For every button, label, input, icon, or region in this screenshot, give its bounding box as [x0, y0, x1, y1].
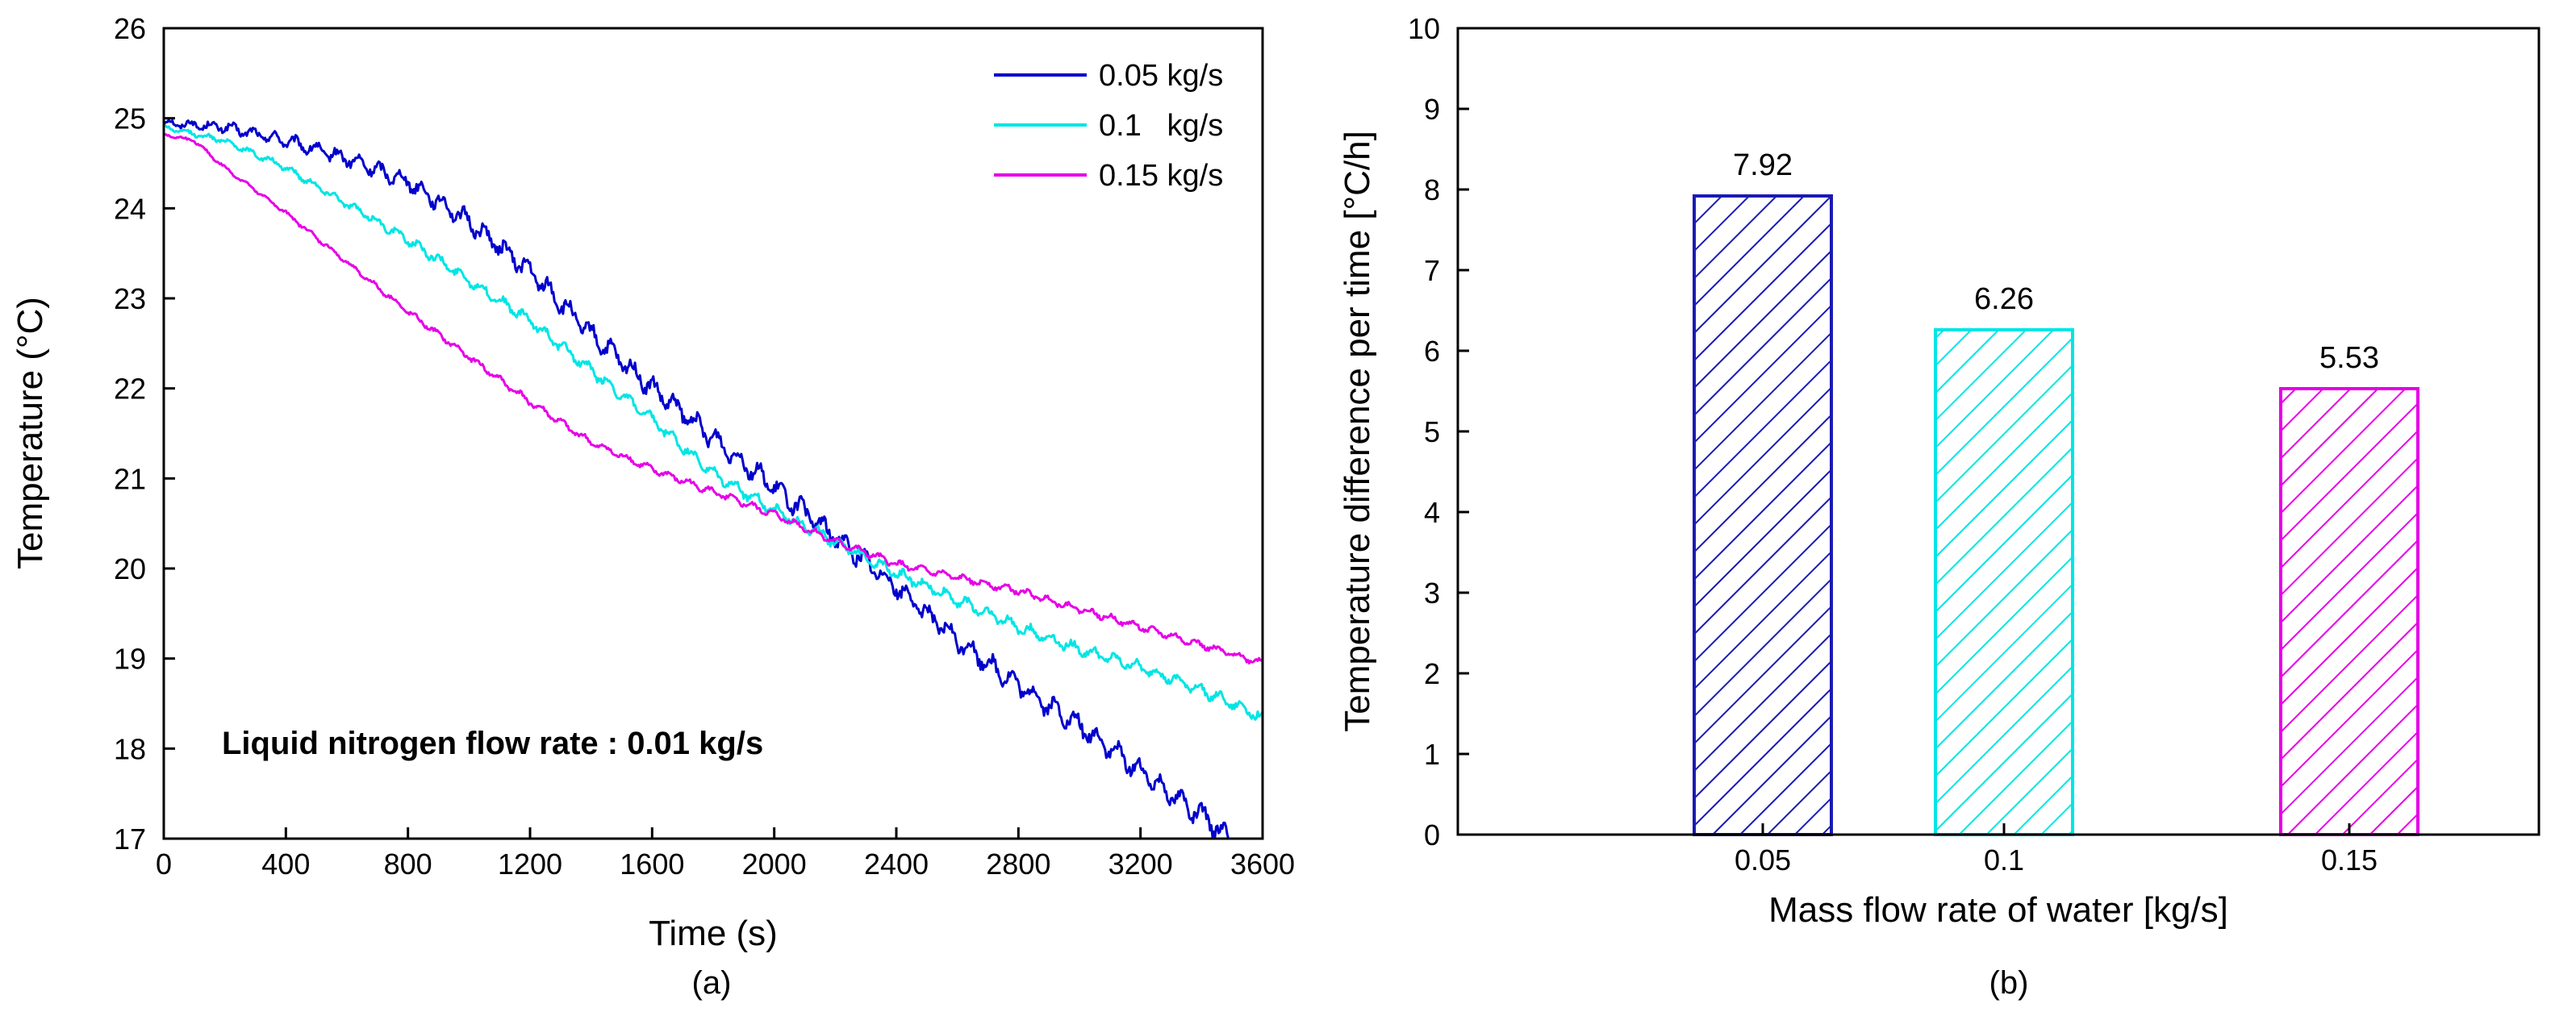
bar-2 — [2279, 387, 2419, 836]
bar-chart-ticks: 0 1 2 3 4 5 6 7 8 9 10 0.05 0.1 0.15 — [1408, 12, 2378, 877]
bar-category-label: 0.05 — [1735, 843, 1791, 877]
x-tick-label: 3200 — [1108, 847, 1173, 881]
line-series-group — [163, 119, 1264, 840]
y-tick-label: 17 — [114, 823, 146, 856]
bar-y-tick-label: 7 — [1424, 254, 1440, 287]
bar-y-tick-label: 0 — [1424, 818, 1440, 852]
bar-value-label: 7.92 — [1733, 148, 1793, 182]
line-series-1 — [163, 123, 1264, 721]
line-series-0 — [163, 119, 1233, 840]
y-tick-label: 22 — [114, 373, 146, 406]
line-chart-x-axis-label: Time (s) — [649, 914, 778, 953]
y-tick-label: 20 — [114, 552, 146, 585]
bar-y-tick-label: 9 — [1424, 93, 1440, 126]
line-chart-annotation: Liquid nitrogen flow rate : 0.01 kg/s — [222, 726, 763, 761]
bar-y-tick-label: 10 — [1408, 12, 1440, 45]
bar-y-tick-label: 8 — [1424, 173, 1440, 206]
bar-0 — [1693, 194, 1833, 836]
panel-label-b: (b) — [1989, 965, 2029, 1001]
bar-y-tick-label: 3 — [1424, 577, 1440, 610]
x-tick-label: 1600 — [620, 847, 684, 881]
line-chart-panel: 0 400 800 1200 1600 2000 2400 2800 3200 3600 17 18 1… — [10, 12, 1295, 1001]
y-tick-label: 18 — [114, 732, 146, 765]
bar-chart-panel: 7.92 6.26 5.53 0 1 2 3 4 5 6 7 8 9 10 0.05 0.1 0.15 Mas… — [1338, 12, 2541, 1001]
x-tick-label: 800 — [384, 847, 432, 881]
legend-label-0: 0.05 kg/s — [1099, 59, 1223, 93]
legend-label-2: 0.15 kg/s — [1099, 159, 1223, 193]
x-tick-label: 0 — [156, 847, 172, 881]
legend-label-1: 0.1 kg/s — [1099, 109, 1223, 143]
panel-label-a: (a) — [692, 965, 732, 1001]
bar-1 — [1934, 328, 2074, 836]
x-tick-label: 2000 — [742, 847, 807, 881]
bar-y-tick-label: 6 — [1424, 335, 1440, 368]
y-tick-label: 23 — [114, 282, 146, 315]
bar-chart-plot-frame — [1456, 27, 2541, 836]
bar-y-tick-label: 2 — [1424, 657, 1440, 690]
x-tick-label: 1200 — [498, 847, 562, 881]
bar-value-label: 5.53 — [2319, 341, 2379, 375]
bar-y-tick-label: 1 — [1424, 738, 1440, 771]
x-tick-label: 3600 — [1230, 847, 1295, 881]
y-tick-label: 25 — [114, 102, 146, 135]
bar-chart-x-axis-label: Mass flow rate of water [kg/s] — [1768, 890, 2228, 930]
line-chart-legend: 0.05 kg/s 0.1 kg/s 0.15 kg/s — [994, 59, 1223, 193]
x-tick-label: 2800 — [986, 847, 1050, 881]
x-tick-label: 400 — [261, 847, 310, 881]
y-tick-label: 21 — [114, 462, 146, 495]
line-series-2 — [163, 132, 1264, 665]
bar-y-tick-label: 4 — [1424, 496, 1440, 529]
line-chart-ticks: 0 400 800 1200 1600 2000 2400 2800 3200 3600 17 18 1… — [114, 12, 1295, 881]
line-chart-plot-frame — [162, 27, 1264, 840]
y-tick-label: 19 — [114, 643, 146, 676]
bar-value-label: 6.26 — [1974, 282, 2034, 316]
bar-y-tick-label: 5 — [1424, 415, 1440, 448]
x-tick-label: 2400 — [864, 847, 929, 881]
y-tick-label: 26 — [114, 12, 146, 45]
bar-group: 7.92 6.26 5.53 — [1693, 148, 2419, 836]
bar-category-label: 0.1 — [1984, 843, 2024, 877]
bar-chart-y-axis-label: Temperature difference per time [°C/h] — [1338, 131, 1377, 732]
bar-category-label: 0.15 — [2321, 843, 2378, 877]
line-chart-y-axis-label: Temperature (°C) — [10, 297, 50, 569]
y-tick-label: 24 — [114, 192, 146, 225]
